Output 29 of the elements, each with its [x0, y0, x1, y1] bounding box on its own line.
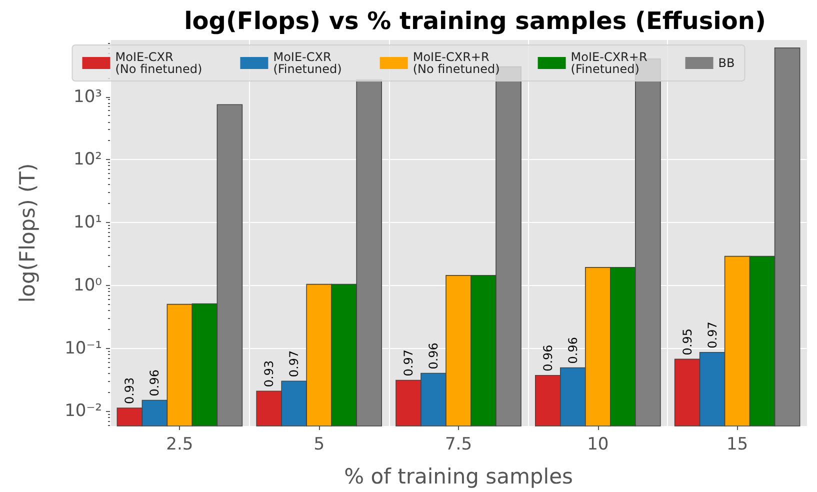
y-tick-label: 10¹: [74, 212, 102, 233]
annotation: 0.93: [122, 377, 137, 404]
annotation: 0.97: [402, 350, 416, 376]
legend-label: MoIE-CXR+R (Finetuned): [570, 50, 648, 76]
annotation: 0.96: [566, 337, 580, 364]
y-axis-title: log(Flops) (T): [16, 163, 40, 303]
legend-label: MoIE-CXR (No finetuned): [115, 50, 202, 76]
chart-title: log(Flops) vs % training samples (Effusion): [184, 7, 766, 35]
x-tick-label: 10: [587, 434, 609, 454]
x-tick-label: 7.5: [444, 434, 472, 454]
y-tick-label: 10⁻²: [64, 401, 102, 422]
annotation: 0.96: [148, 370, 162, 396]
x-tick-label: 15: [726, 434, 748, 454]
annotation: 0.93: [262, 360, 276, 388]
annotation: 0.95: [680, 328, 694, 356]
x-tick-label: 5: [314, 434, 325, 454]
legend-label: MoIE-CXR+R (No finetuned): [412, 50, 500, 76]
legend-label: BB: [718, 56, 735, 70]
annotation: 0.97: [705, 322, 720, 348]
annotation: 0.96: [426, 342, 440, 370]
y-tick-label: 10²: [74, 150, 102, 170]
y-tick-label: 10³: [74, 86, 102, 107]
y-tick-label: 10⁻¹: [64, 338, 102, 358]
annotation: 0.96: [540, 344, 555, 372]
x-axis-title: % of training samples: [344, 464, 573, 488]
legend-label: MoIE-CXR (Finetuned): [273, 50, 342, 76]
x-tick-label: 2.5: [166, 434, 194, 454]
annotation: 0.97: [287, 350, 302, 378]
y-tick-label: 10⁰: [74, 275, 102, 296]
